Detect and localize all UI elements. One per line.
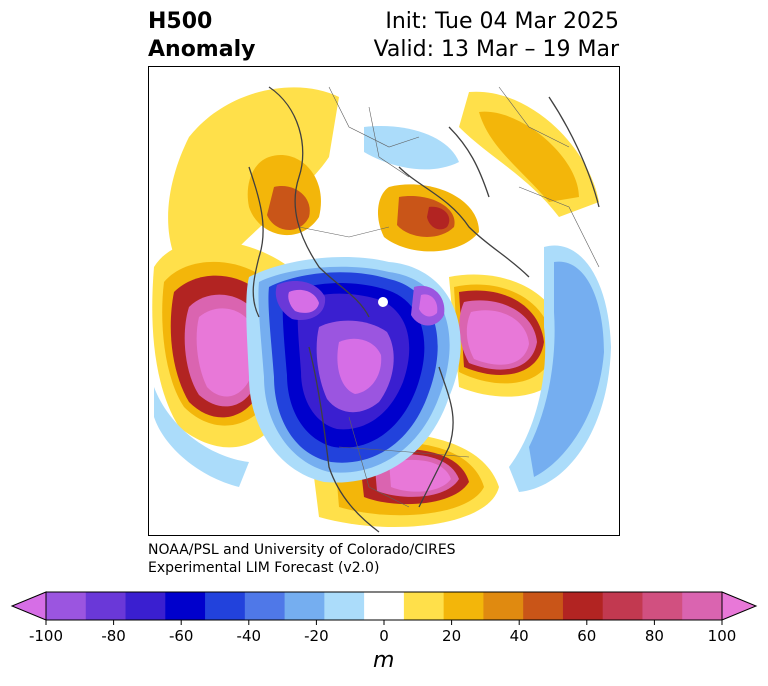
init-date: Init: Tue 04 Mar 2025 [385,9,619,34]
colorbar-segment [642,592,683,620]
colorbar-tick-label: 80 [644,627,664,645]
valid-range: Valid: 13 Mar – 19 Mar [373,37,619,62]
colorbar-segment [244,592,286,620]
colorbar-tick-label: -100 [28,627,64,645]
forecast-dates: Init: Tue 04 Mar 2025 Valid: 13 Mar – 19… [374,8,619,64]
colorbar-tick-label: 100 [707,627,737,645]
colorbar-tick-label: 0 [379,627,389,645]
colorbar-segment [443,592,484,620]
colorbar-tick-label: -80 [101,627,126,645]
colorbar-segment [562,592,604,620]
colorbar-segment [324,592,365,620]
map-title: H500 Anomaly [148,8,255,64]
colorbar-segment [284,592,325,620]
colorbar-segment [403,592,445,620]
colorbar-segment [205,592,246,620]
variable-label: H500 [148,9,213,34]
coastlines [248,86,600,533]
negative-anomaly-strong [268,272,445,463]
anomaly-map [148,66,620,536]
colorbar [10,591,758,625]
colorbar-segment [682,592,723,620]
colorbar-tick-label: 20 [442,627,462,645]
colorbar-tick-label: -20 [304,627,329,645]
colorbar-segment [602,592,643,620]
colorbar-extend-low [10,591,47,621]
colorbar-tick-label: 60 [577,627,597,645]
credit-block: NOAA/PSL and University of Colorado/CIRE… [148,541,456,577]
credit-line-1: NOAA/PSL and University of Colorado/CIRE… [148,542,456,558]
colorbar-segment [85,592,127,620]
map-canvas [152,86,611,533]
borders [298,86,600,508]
colorbar-tick-label: -40 [236,627,262,645]
pole-marker [378,297,388,307]
colorbar-tick-label: 40 [509,627,529,645]
colorbar-tick-label: -60 [168,627,194,645]
anomaly-label: Anomaly [148,37,256,62]
colorbar-extend-high [721,591,758,621]
colorbar-unit-label: m [373,648,395,673]
credit-line-2: Experimental LIM Forecast (v2.0) [148,560,380,576]
colorbar-segment [46,592,87,620]
colorbar-segment [364,592,405,620]
colorbar-segment [165,592,206,620]
colorbar-segment [483,592,524,620]
colorbar-segment [125,592,166,620]
colorbar-segment [523,592,564,620]
